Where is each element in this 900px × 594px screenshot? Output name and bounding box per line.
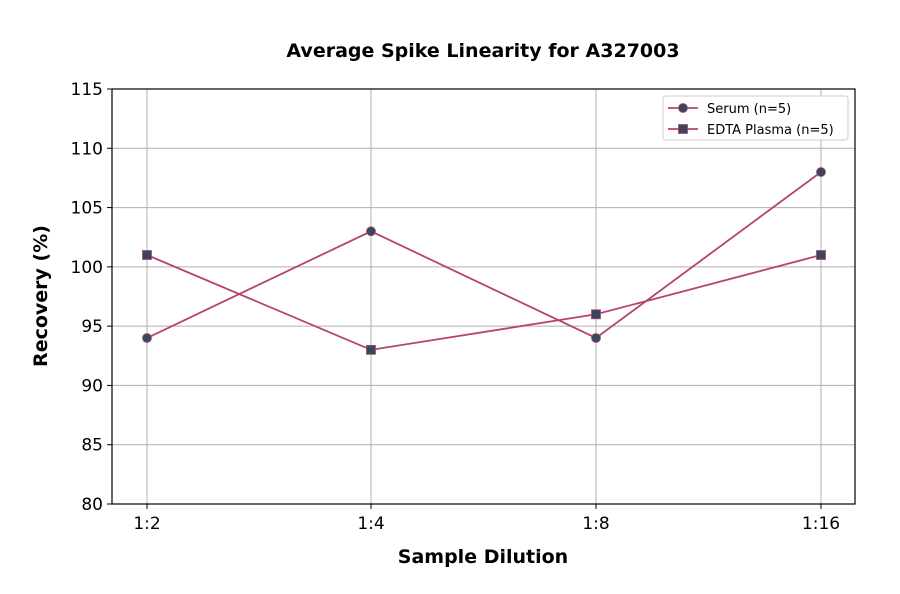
data-point bbox=[816, 250, 826, 260]
legend-box bbox=[662, 95, 849, 141]
series-line-0 bbox=[146, 171, 822, 340]
data-point bbox=[816, 167, 826, 177]
x-tick-label: 1:8 bbox=[582, 514, 609, 534]
data-point bbox=[366, 344, 376, 355]
legend: Serum (n=5) EDTA Plasma (n=5) bbox=[662, 95, 849, 141]
data-point bbox=[591, 333, 601, 343]
chart-title: Average Spike Linearity for A327003 bbox=[286, 40, 679, 62]
x-tick-label: 1:4 bbox=[357, 514, 384, 534]
x-tick-label: 1:2 bbox=[133, 514, 160, 534]
y-tick-label: 95 bbox=[81, 317, 103, 337]
plot-frame bbox=[111, 88, 856, 505]
y-tick-label: 85 bbox=[81, 436, 103, 456]
y-tick-label: 90 bbox=[81, 376, 103, 396]
data-point bbox=[142, 250, 152, 260]
data-point bbox=[366, 226, 376, 237]
legend-marker bbox=[678, 124, 688, 134]
data-point bbox=[142, 333, 152, 343]
y-tick-label: 80 bbox=[81, 495, 103, 515]
legend-label: EDTA Plasma (n=5) bbox=[707, 123, 834, 138]
y-axis-label: Recovery (%) bbox=[30, 225, 52, 367]
x-tick-label: 1:16 bbox=[802, 514, 840, 534]
y-tick-label: 100 bbox=[71, 258, 103, 278]
y-tick-label: 110 bbox=[71, 139, 103, 159]
y-tick-label: 105 bbox=[71, 199, 103, 219]
legend-label: Serum (n=5) bbox=[707, 102, 791, 117]
series-line-1 bbox=[146, 254, 822, 351]
y-tick-label: 115 bbox=[71, 80, 103, 100]
data-point bbox=[591, 309, 601, 320]
x-axis-label: Sample Dilution bbox=[398, 546, 568, 568]
legend-marker bbox=[678, 103, 688, 113]
